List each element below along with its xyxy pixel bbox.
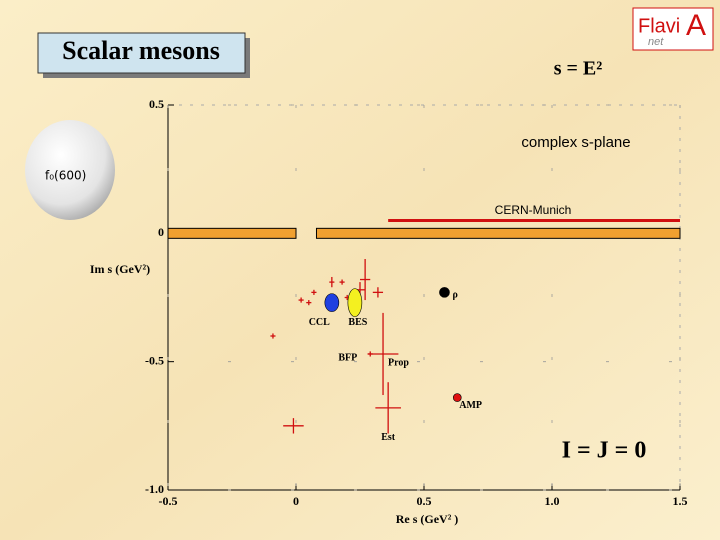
pole xyxy=(439,287,450,298)
x-tick-label: -0.5 xyxy=(159,494,178,508)
y-tick-label: 0 xyxy=(158,225,164,239)
pole xyxy=(347,288,363,317)
logo-left: Flavi xyxy=(638,15,680,37)
bubble-label: f₀(600) xyxy=(45,169,86,183)
x-tick-label: 0.5 xyxy=(417,494,432,508)
point-label: Prop xyxy=(388,357,409,368)
y-tick-label: -0.5 xyxy=(145,353,164,367)
plane-label: complex s-plane xyxy=(521,134,630,151)
x-tick-label: 1.0 xyxy=(545,494,560,508)
y-axis-label: Im s (GeV²) xyxy=(90,262,150,276)
x-tick-label: 0 xyxy=(293,494,299,508)
pole-label: ρ xyxy=(452,290,457,301)
egg xyxy=(25,120,115,220)
point-label: Est xyxy=(381,432,396,443)
branch-cut xyxy=(315,227,681,239)
point-label: BFP xyxy=(338,352,357,363)
y-tick-label: -1.0 xyxy=(145,482,164,496)
pole-label: BES xyxy=(348,317,367,328)
pole xyxy=(452,393,462,402)
chart-title: s = E² xyxy=(554,58,603,80)
branch-cut xyxy=(167,227,297,239)
logo-box xyxy=(632,7,714,51)
logo-right: A xyxy=(686,9,706,42)
range-label: CERN-Munich xyxy=(495,203,572,217)
pole xyxy=(324,293,340,312)
slide-title: Scalar mesons xyxy=(62,36,220,65)
y-tick-label: 0.5 xyxy=(149,97,164,111)
x-axis-label: Re s (GeV² ) xyxy=(396,512,459,526)
quantum-numbers: I = J = 0 xyxy=(562,438,647,464)
pole-label: CCL xyxy=(309,317,330,328)
title-box xyxy=(37,32,246,74)
x-tick-label: 1.5 xyxy=(673,494,688,508)
pole-label: AMP xyxy=(459,400,482,411)
logo-sub: net xyxy=(648,36,664,48)
